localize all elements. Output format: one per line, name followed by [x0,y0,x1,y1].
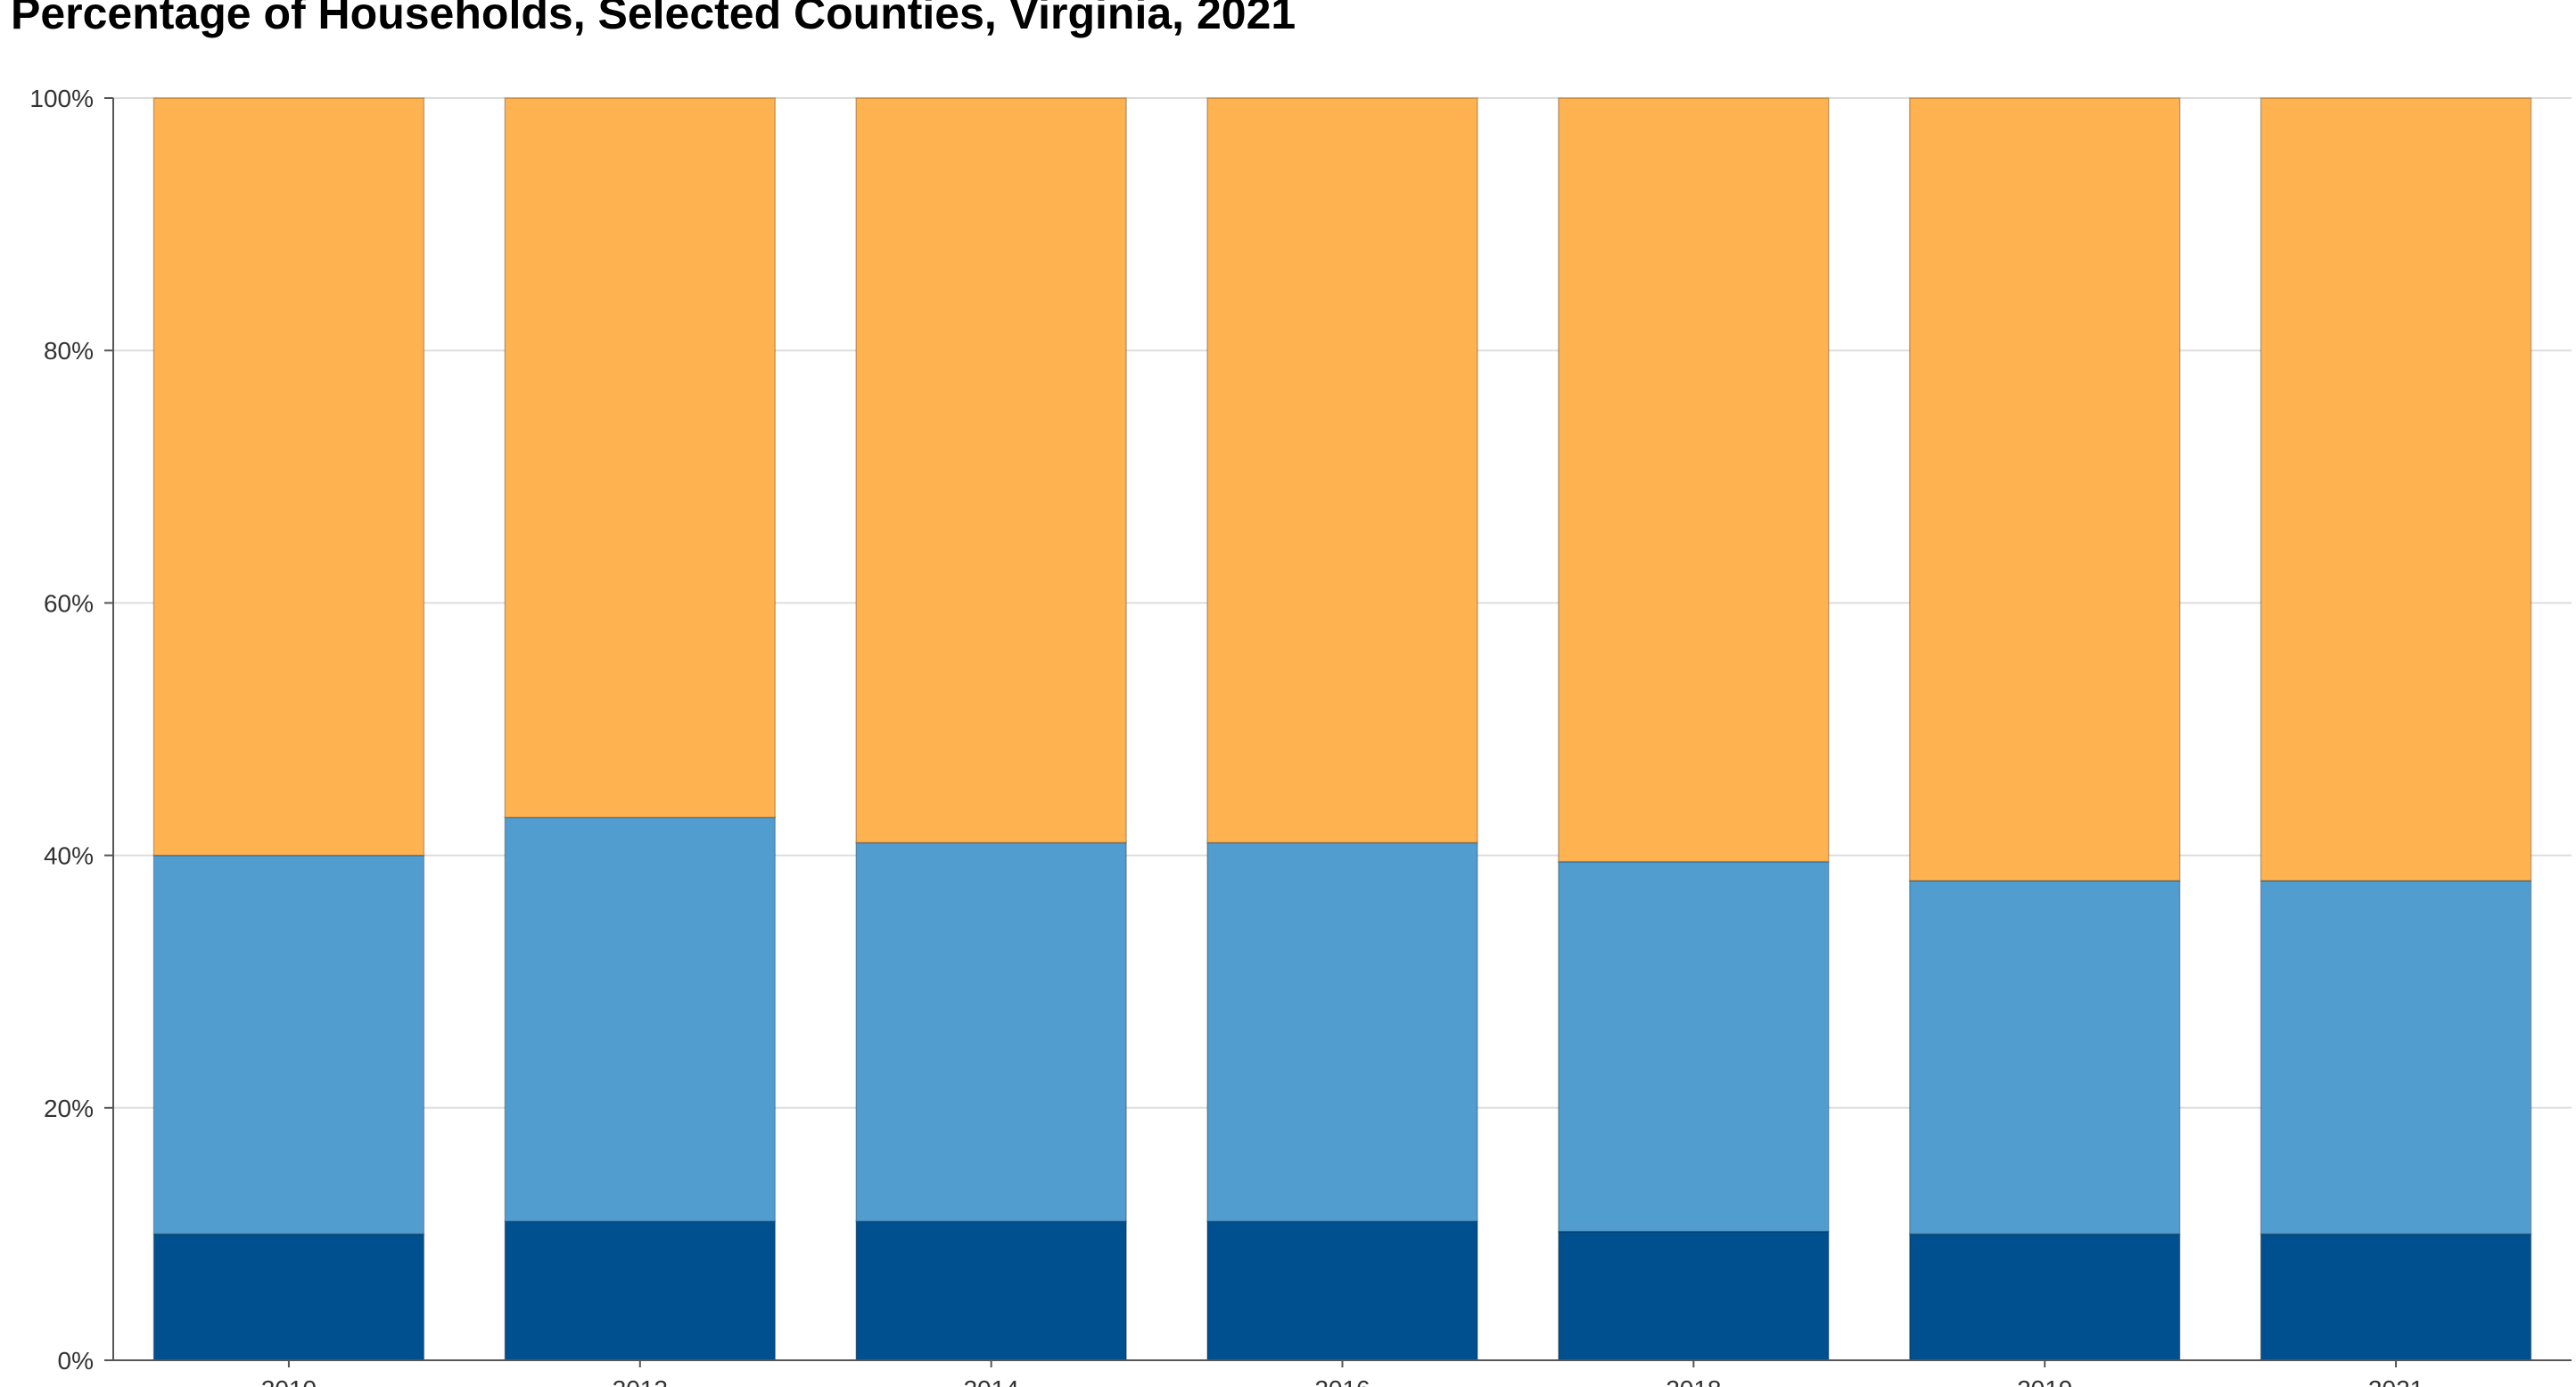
y-tick-label: 0% [58,1347,94,1375]
bar-segment-2019-series-2 [1908,880,2181,1235]
x-tick-label: 2019 [2017,1375,2072,1387]
bar-segment-2016-series-1 [1206,1220,1478,1361]
y-tick-label: 20% [44,1095,94,1122]
x-tick-label: 2012 [613,1375,668,1387]
bar-segment-2010-series-1 [152,1233,425,1361]
bar-segment-2021-series-1 [2259,1233,2532,1361]
bar-segment-2014-series-3 [855,97,1127,844]
bar-segment-2010-series-2 [152,854,425,1235]
bar-segment-2019-series-1 [1908,1233,2181,1361]
y-tick-labels: 0% 20% 40% 60% 80% 100% [29,85,94,1375]
bar-segment-2021-series-3 [2259,97,2532,882]
chart-title: Percentage of Households, Selected Count… [11,0,1296,38]
bar-segment-2014-series-1 [855,1220,1127,1361]
x-tick-label: 2014 [963,1375,1018,1387]
bar-segment-2010-series-3 [152,97,425,857]
y-tick-label: 40% [44,842,94,870]
bars [152,97,2532,1361]
y-tick-label: 80% [44,337,94,365]
bar-segment-2014-series-2 [855,841,1127,1222]
bar-segment-2012-series-1 [504,1220,777,1361]
bar-segment-2016-series-3 [1206,97,1478,844]
bar-segment-2012-series-3 [504,97,777,818]
bar-segment-2018-series-2 [1558,860,1830,1233]
x-tick-label: 2016 [1314,1375,1370,1387]
bar-segment-2016-series-2 [1206,841,1478,1222]
bar-segment-2019-series-3 [1908,97,2181,882]
x-tick-labels: 2010 2012 2014 2016 2018 2019 2021 [261,1375,2424,1387]
x-tick-label: 2010 [261,1375,317,1387]
bar-segment-2012-series-2 [504,817,777,1222]
x-tick-label: 2021 [2368,1375,2424,1387]
bar-segment-2021-series-2 [2259,880,2532,1235]
bar-segment-2018-series-3 [1558,97,1830,863]
y-tick-label: 60% [44,589,94,617]
x-tick-label: 2018 [1666,1375,1721,1387]
axes [104,97,2572,1367]
y-tick-label: 100% [29,85,94,112]
bar-segment-2018-series-1 [1558,1230,1830,1361]
